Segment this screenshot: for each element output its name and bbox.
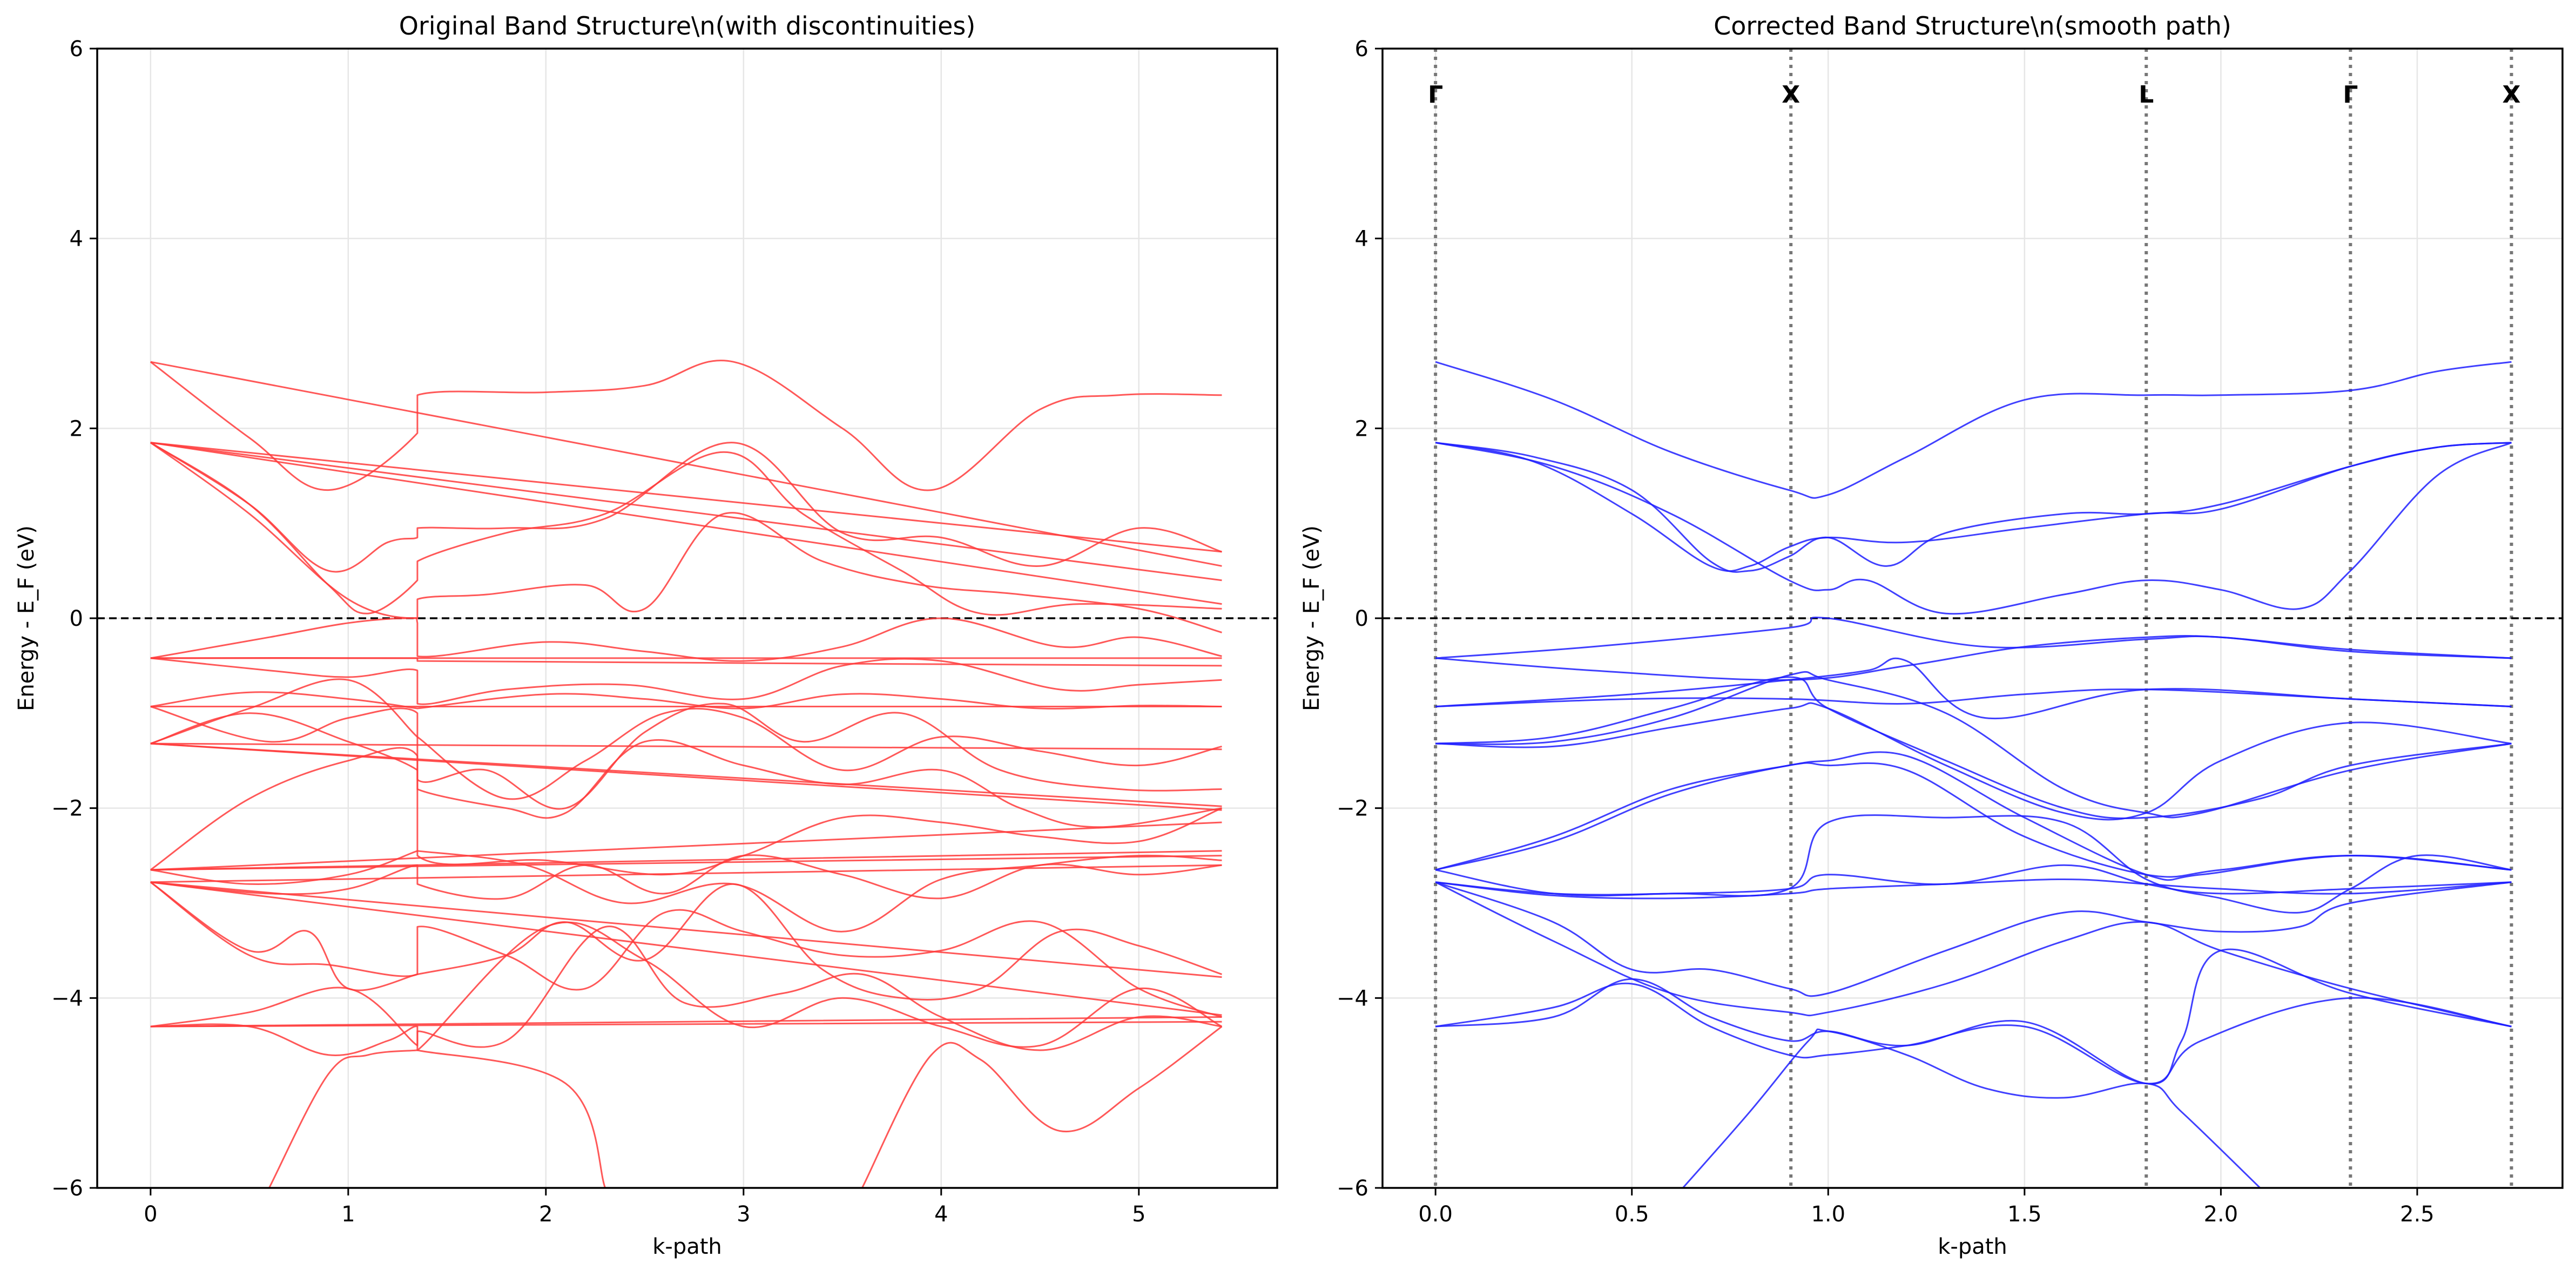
band-lines <box>1435 361 2512 1188</box>
band-line <box>150 925 1222 1051</box>
x-tick-label: 3 <box>737 1202 750 1227</box>
y-tick-label: −6 <box>1337 1176 1368 1201</box>
band-line <box>1435 702 2512 821</box>
right-chart-corrected-band-structure: Γ X L Γ X 0.0 0.5 1.0 1.5 2.0 2.5 −6 −4 −2 0 2 4 6 Correct… <box>1299 11 2564 1259</box>
x-tick-label: 5 <box>1132 1202 1145 1227</box>
y-tick-label: 0 <box>70 606 83 631</box>
band-line <box>150 821 1222 871</box>
band-line <box>1435 676 2512 819</box>
band-line <box>150 691 1222 710</box>
band-line <box>1435 671 2512 819</box>
x-tick-label: 2.5 <box>2400 1202 2435 1227</box>
y-tick-label: −4 <box>51 986 83 1011</box>
y-axis-label: Energy - E_F (eV) <box>1299 525 1324 711</box>
x-axis-label: k-path <box>1938 1234 2007 1259</box>
band-line <box>150 657 1222 705</box>
band-line <box>1435 361 2512 499</box>
x-tick-label: 2 <box>539 1202 552 1227</box>
y-tick-label: 4 <box>70 227 83 252</box>
x-tick-label: 1.5 <box>2007 1202 2042 1227</box>
y-tick-label: −4 <box>1337 986 1368 1011</box>
band-line <box>1435 616 2512 659</box>
band-line <box>1435 881 2512 1028</box>
band-line <box>150 442 1222 633</box>
band-line <box>150 617 1222 662</box>
band-line <box>150 742 1222 811</box>
high-symmetry-label: X <box>1782 81 1800 109</box>
x-tick-label: 4 <box>934 1202 948 1227</box>
band-line <box>150 678 1222 800</box>
band-line <box>150 1016 1222 1028</box>
y-tick-label: 6 <box>1355 37 1368 62</box>
band-line <box>150 881 1222 1001</box>
x-tick-label: 0 <box>144 1202 157 1227</box>
band-line <box>150 881 1222 1018</box>
band-line <box>150 864 1222 883</box>
band-line <box>1435 948 2512 1085</box>
band-line <box>150 657 1222 667</box>
x-tick-label: 1 <box>341 1202 355 1227</box>
x-axis-label: k-path <box>652 1234 722 1259</box>
band-line <box>150 881 1222 1016</box>
band-line <box>1435 442 2512 573</box>
band-line <box>1435 442 2512 615</box>
y-tick-label: 4 <box>1355 227 1368 252</box>
y-tick-label: 2 <box>70 416 83 441</box>
band-line <box>150 854 1222 900</box>
band-line <box>150 747 1223 876</box>
band-line <box>150 702 1222 810</box>
band-line <box>1435 864 2512 896</box>
x-tick-label: 0.5 <box>1615 1202 1649 1227</box>
band-line <box>861 1025 1223 1188</box>
band-line <box>1682 1028 2261 1188</box>
y-tick-label: −2 <box>51 796 83 821</box>
band-line <box>150 742 1222 751</box>
band-line <box>150 881 1222 978</box>
y-tick-label: 0 <box>1355 606 1368 631</box>
high-symmetry-label: Γ <box>2343 81 2358 109</box>
band-line <box>150 360 1222 491</box>
x-tick-label: 0.0 <box>1418 1202 1453 1227</box>
band-line <box>1435 634 2512 681</box>
y-tick-label: −6 <box>51 1176 83 1201</box>
left-chart-original-band-structure: 0 1 2 3 4 5 −6 −4 −2 0 2 4 6 Original Band Structure\… <box>14 11 1278 1259</box>
band-line <box>150 442 1222 582</box>
band-line <box>1435 751 2512 881</box>
band-line <box>1435 688 2512 707</box>
band-line <box>150 921 1223 1056</box>
band-line <box>1435 762 2512 878</box>
high-symmetry-label: L <box>2139 81 2154 109</box>
chart-title: Original Band Structure\n(with discontin… <box>399 11 976 40</box>
x-tick-label: 2.0 <box>2204 1202 2238 1227</box>
x-tick-label: 1.0 <box>1811 1202 1845 1227</box>
band-line <box>268 1049 606 1188</box>
band-line <box>150 712 1222 828</box>
band-line <box>150 442 1222 605</box>
band-lines <box>150 360 1223 1188</box>
y-tick-label: 2 <box>1355 416 1368 441</box>
y-axis-label: Energy - E_F (eV) <box>14 525 39 711</box>
band-line <box>150 442 1222 553</box>
y-tick-label: −2 <box>1337 796 1368 821</box>
high-symmetry-label: Γ <box>1428 81 1443 109</box>
high-symmetry-label: X <box>2503 81 2521 109</box>
y-tick-label: 6 <box>70 37 83 62</box>
band-line <box>1435 881 2512 997</box>
chart-title: Corrected Band Structure\n(smooth path) <box>1714 11 2231 40</box>
